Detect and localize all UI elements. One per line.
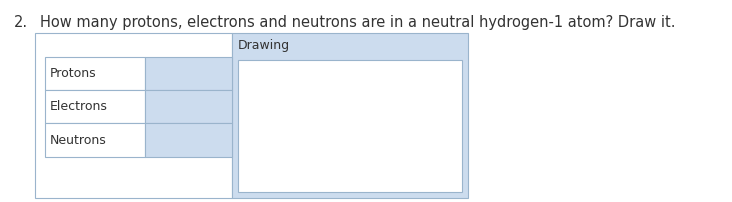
Bar — [145, 57, 232, 90]
Text: 2.: 2. — [14, 15, 28, 30]
Bar — [45, 90, 145, 123]
Text: How many protons, electrons and neutrons are in a neutral hydrogen-1 atom? Draw : How many protons, electrons and neutrons… — [40, 15, 676, 30]
Bar — [45, 57, 145, 90]
Bar — [45, 123, 145, 157]
Bar — [232, 33, 468, 198]
Text: Drawing: Drawing — [238, 39, 290, 52]
Bar — [238, 60, 462, 192]
Bar — [145, 90, 232, 123]
Text: Neutrons: Neutrons — [50, 134, 107, 146]
Text: Electrons: Electrons — [50, 100, 108, 113]
Text: Protons: Protons — [50, 67, 97, 80]
Bar — [145, 123, 232, 157]
Bar — [35, 33, 232, 198]
